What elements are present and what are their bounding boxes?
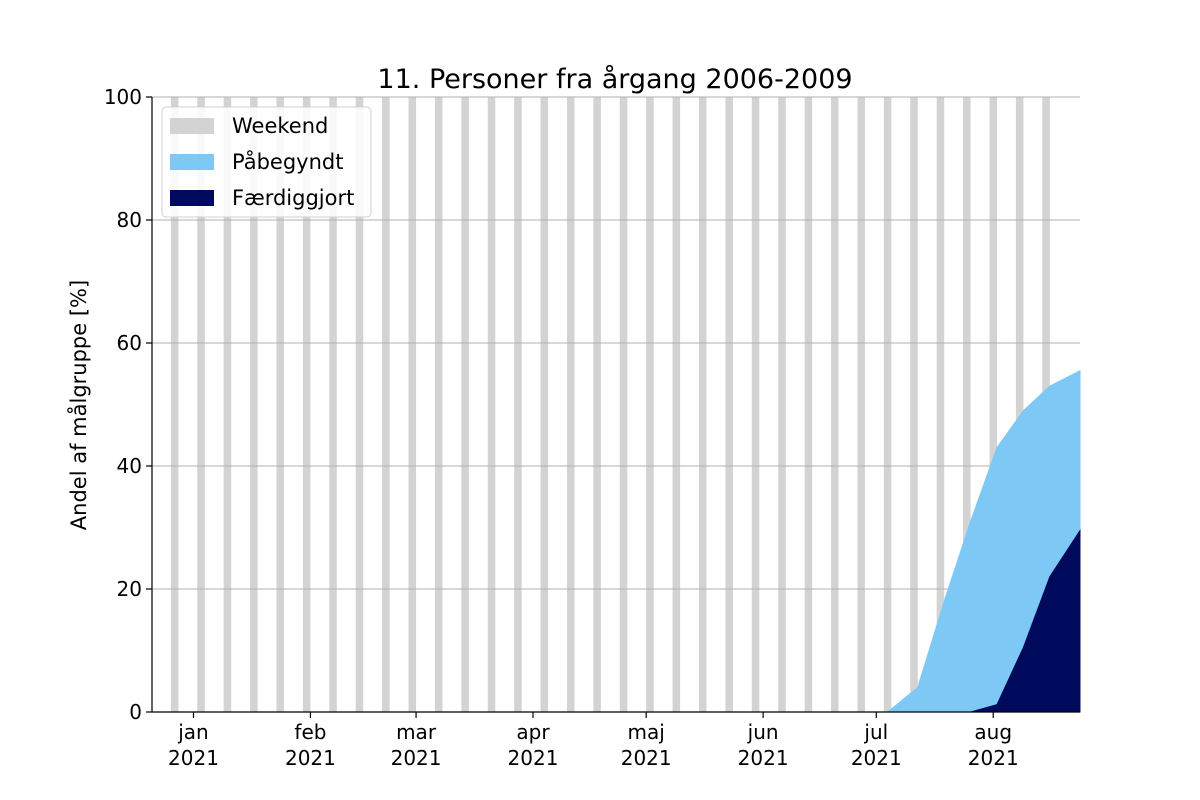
weekend-bar [883,97,892,712]
weekend-bar [329,97,337,712]
weekend-bar [276,97,285,712]
x-tick-label: mar [396,720,437,744]
weekend-bar [566,97,575,712]
y-tick-label: 40 [117,454,142,478]
weekend-bar [619,97,628,712]
y-axis-label: Andel af målgruppe [%] [66,280,91,530]
legend-swatch [170,190,214,206]
y-tick-label: 0 [129,700,142,724]
weekend-bar [170,97,179,712]
weekend-bar [355,97,364,712]
weekend-bar [672,97,681,712]
x-tick-label: feb [294,720,326,744]
x-tick-year-label: 2021 [738,746,789,770]
weekend-bar [989,97,998,712]
legend-label: Weekend [232,114,328,138]
weekend-bar [487,97,496,712]
series-areas [152,369,1081,713]
weekend-bar [408,97,417,712]
y-tick-label: 100 [104,85,142,109]
x-tick-label: maj [628,720,665,744]
weekend-bar [250,97,258,712]
legend-label: Påbegyndt [232,149,343,174]
x-tick-year-label: 2021 [621,746,672,770]
grid-lines [152,96,1080,590]
axes [151,97,1080,713]
x-tick-label: jun [747,720,779,744]
weekend-bar [936,97,945,712]
y-axis-ticks: 0 20 40 60 80 100 [104,85,152,724]
x-tick-year-label: 2021 [391,746,442,770]
weekend-bar [593,97,601,712]
weekend-bar [434,97,443,712]
weekend-bar [804,97,813,712]
weekend-bar [778,97,786,712]
x-tick-year-label: 2021 [851,746,902,770]
x-tick-year-label: 2021 [285,746,336,770]
x-tick-label: jan [177,720,209,744]
x-tick-label: aug [974,720,1012,744]
weekend-bar [461,97,469,712]
x-axis-ticks: jan2021feb2021mar2021apr2021maj2021jun20… [168,712,1019,770]
legend-swatch [170,154,214,170]
series-area-1 [152,528,1081,713]
y-tick-label: 20 [117,577,142,601]
legend-label: Færdiggjort [232,186,354,210]
x-tick-label: jul [863,720,888,744]
x-tick-year-label: 2021 [968,746,1019,770]
weekend-bar [646,97,654,712]
y-tick-label: 60 [117,331,142,355]
x-tick-year-label: 2021 [168,746,219,770]
weekend-bar [223,97,232,712]
weekend-bar [910,97,918,712]
legend-swatch [170,118,214,134]
weekend-bar [857,97,865,712]
weekend-bar [1015,97,1024,712]
weekend-bar [197,97,205,712]
weekend-bar [382,97,390,712]
weekend-bar [751,97,760,712]
x-tick-year-label: 2021 [508,746,559,770]
weekend-bar [831,97,839,712]
weekend-bar [698,97,707,712]
weekend-bar [963,97,971,712]
weekend-bar [302,97,311,712]
weekend-bar [725,97,733,712]
x-tick-label: apr [516,720,550,744]
weekend-bar [540,97,549,712]
series-area-0 [152,369,1081,713]
weekend-bar [514,97,522,712]
legend-box [161,106,372,218]
legend: Weekend Påbegyndt Færdiggjort [161,106,372,218]
y-tick-label: 80 [117,208,142,232]
chart-title: 11. Personer fra årgang 2006-2009 [377,64,852,95]
